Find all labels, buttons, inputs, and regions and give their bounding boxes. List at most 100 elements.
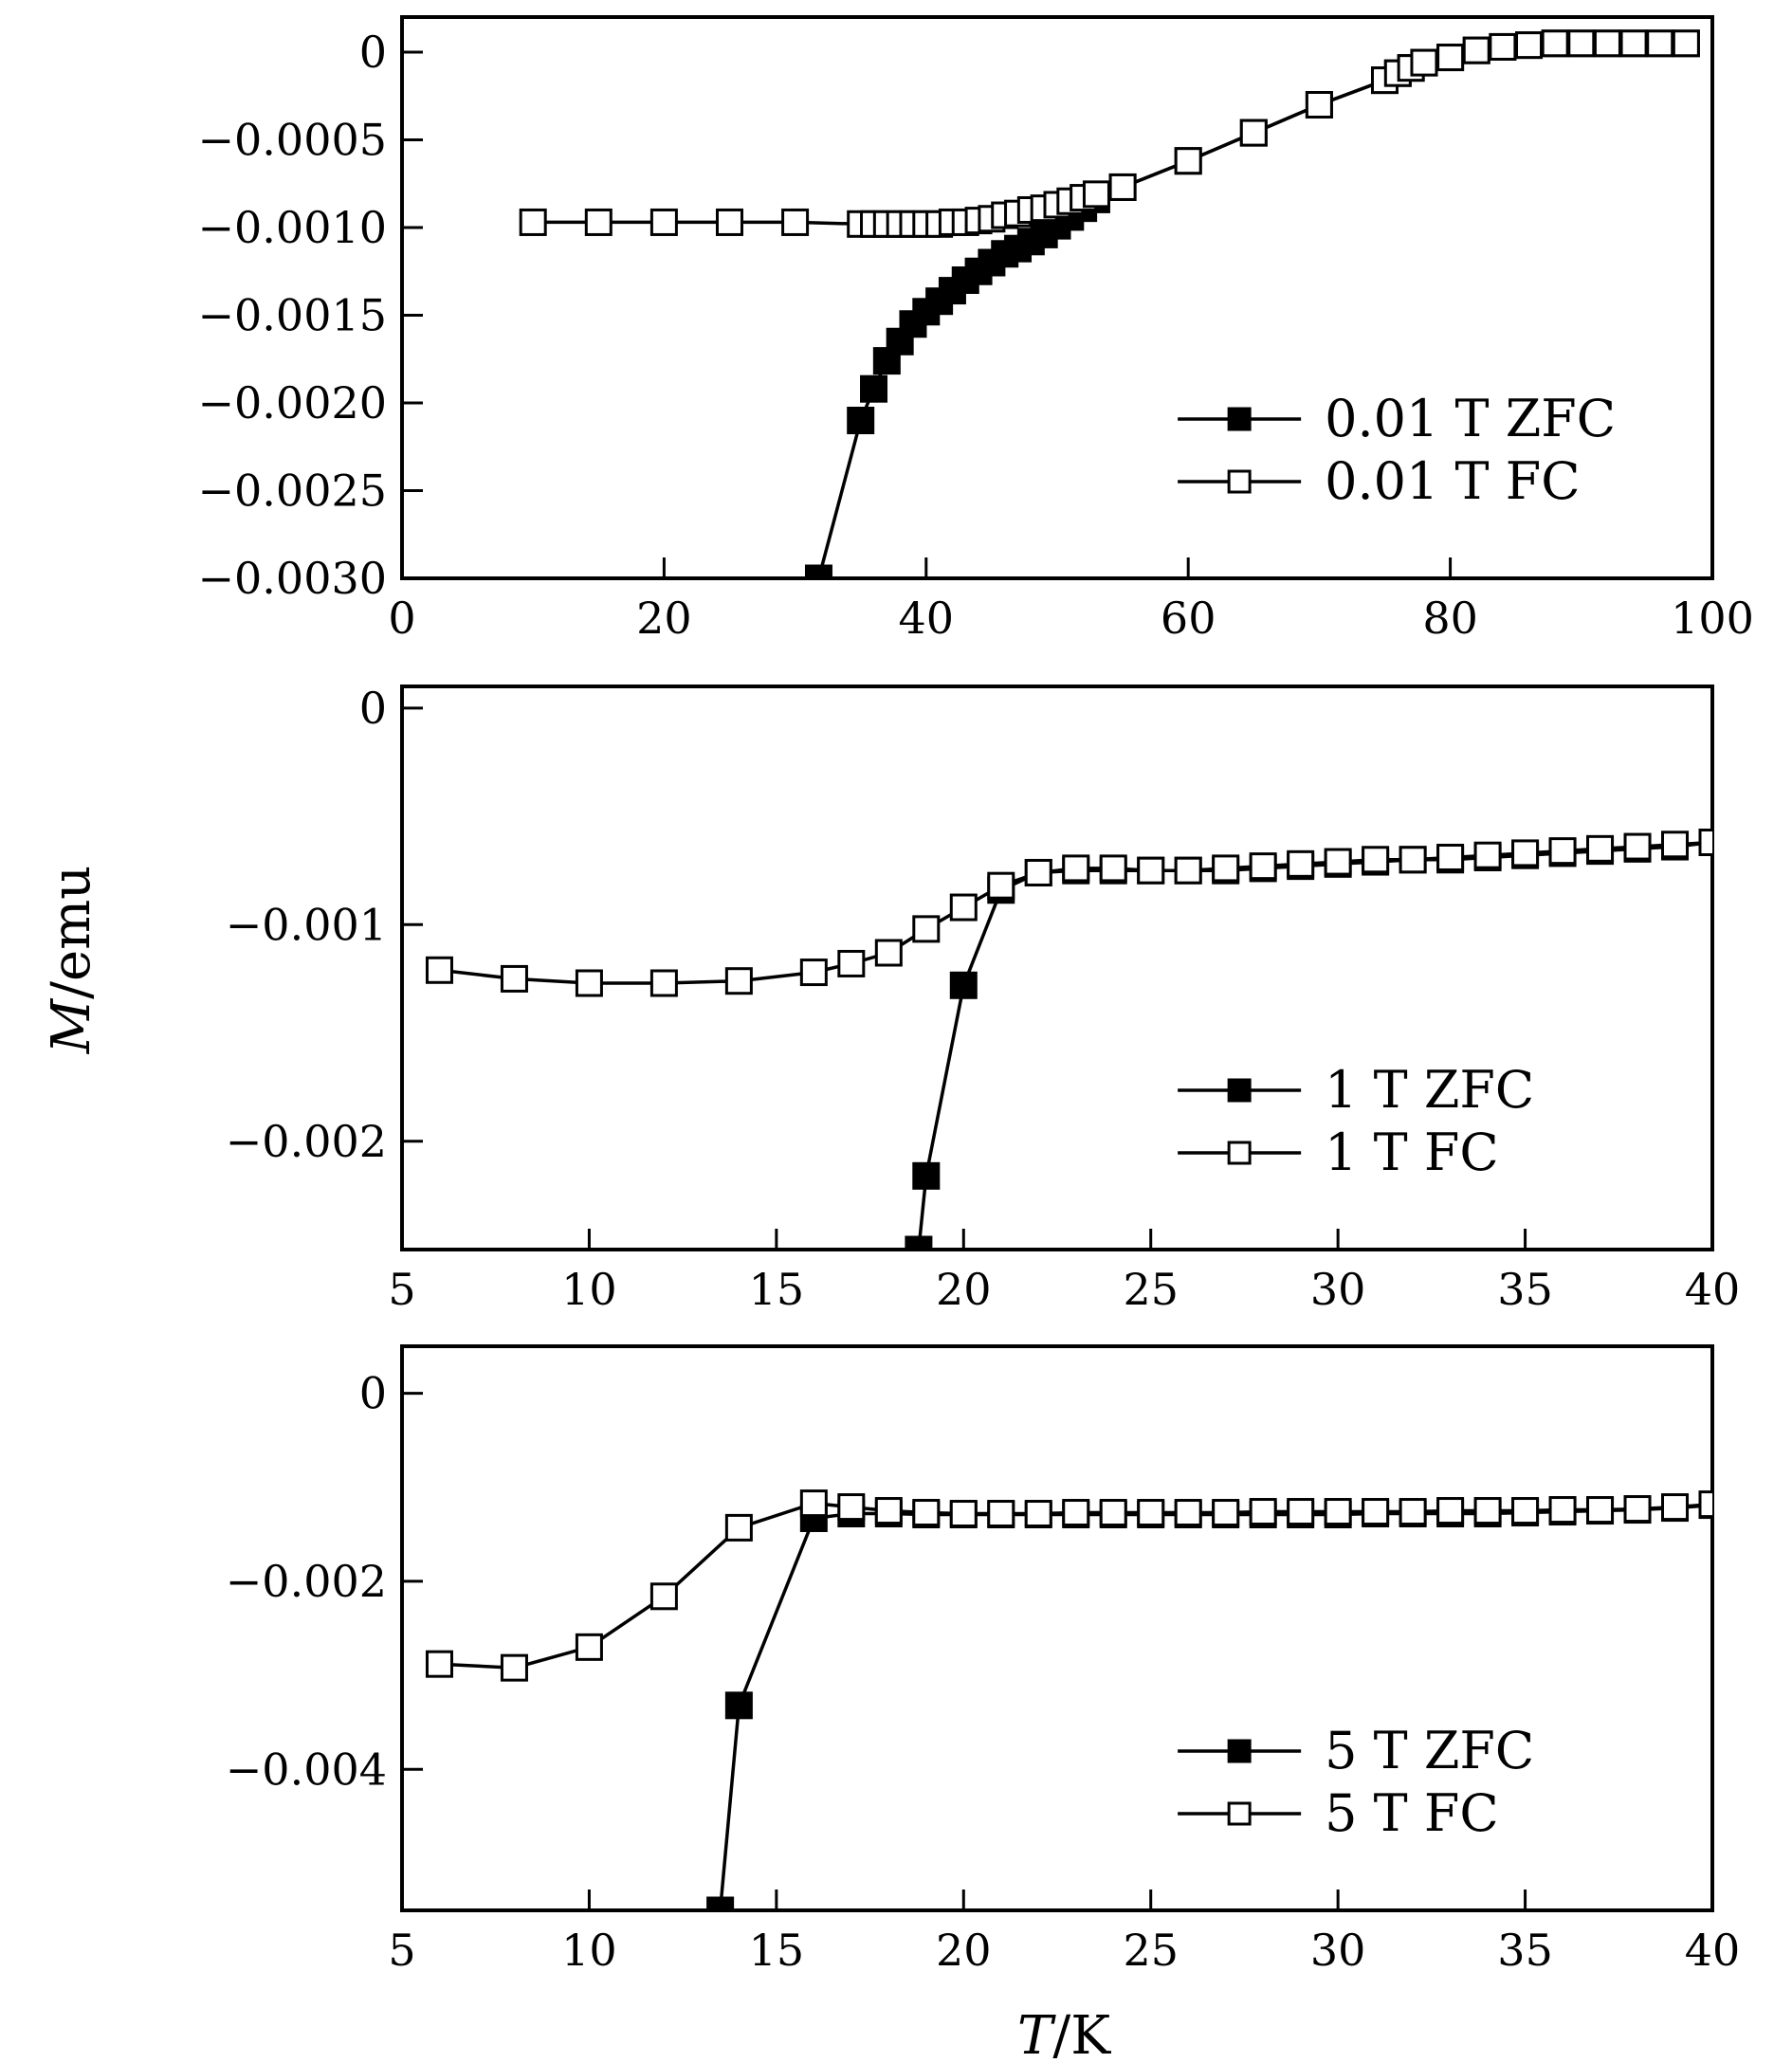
y-tick-label: −0.001 [226, 899, 387, 950]
data-point-fc [1174, 1499, 1202, 1527]
data-point-fc [1108, 173, 1137, 201]
data-point-zfc [905, 1235, 933, 1250]
data-point-fc [724, 967, 753, 995]
legend-marker [1227, 469, 1252, 494]
data-point-fc [1619, 29, 1648, 58]
data-point-fc [649, 208, 678, 236]
y-tick-label: −0.0005 [198, 115, 388, 166]
x-tick-label: 0 [388, 593, 415, 644]
plot-frame [400, 1344, 1714, 1912]
x-tick-label: 20 [636, 593, 692, 644]
series-line-zfc [917, 840, 1712, 1250]
data-point-fc [1024, 858, 1052, 886]
legend-label: 1 T ZFC [1325, 1060, 1534, 1120]
data-point-fc [425, 956, 453, 984]
data-layer [425, 828, 1712, 1250]
data-point-fc [987, 871, 1015, 900]
data-point-fc [1174, 147, 1202, 175]
data-point-zfc [949, 971, 978, 999]
legend-marker [1227, 1739, 1252, 1763]
data-point-fc [837, 1493, 866, 1522]
data-point-fc [1548, 837, 1577, 866]
data-point-fc [1511, 1497, 1540, 1525]
data-point-fc [1623, 832, 1652, 861]
data-point-fc [912, 915, 941, 943]
data-point-fc [1436, 843, 1465, 871]
data-point-fc [1473, 1497, 1502, 1525]
data-point-fc [1324, 848, 1352, 876]
x-tick-label: 5 [388, 1925, 415, 1976]
x-tick-label: 25 [1123, 1925, 1179, 1976]
y-axis-title: M/emu [41, 866, 102, 1055]
data-point-fc [1661, 831, 1690, 859]
data-point-fc [500, 964, 528, 993]
x-tick-label: 30 [1310, 1264, 1366, 1315]
data-point-fc [1082, 180, 1110, 209]
x-tick-label: 80 [1422, 593, 1478, 644]
legend-label: 1 T FC [1325, 1123, 1499, 1182]
y-tick-label: −0.002 [226, 1116, 387, 1167]
x-tick-label: 60 [1161, 593, 1216, 644]
data-point-fc [799, 1489, 828, 1518]
data-point-fc [1548, 1496, 1577, 1524]
data-point-fc [1287, 849, 1315, 878]
data-point-fc [1239, 119, 1268, 147]
data-point-zfc [804, 564, 832, 578]
data-layer [519, 29, 1700, 578]
x-tick-label: 35 [1497, 1925, 1553, 1976]
x-tick-label: 40 [1685, 1925, 1741, 1976]
x-tick-label: 20 [936, 1925, 992, 1976]
data-point-fc [1541, 29, 1569, 58]
x-tick-label: 25 [1123, 1264, 1179, 1315]
data-point-fc [1399, 1498, 1427, 1526]
data-point-fc [575, 969, 603, 997]
data-point-fc [874, 939, 903, 967]
data-point-fc [912, 1499, 941, 1527]
data-point-fc [716, 208, 743, 236]
data-point-fc [649, 969, 678, 997]
data-point-fc [575, 1633, 603, 1661]
data-point-zfc [847, 407, 875, 434]
panel-top-0.01T: 0 20 40 60 80 100 0 −0.0005 −0.0010 −0.0015 −0.002… [198, 15, 1754, 644]
data-point-fc [1024, 1500, 1052, 1528]
data-point-fc [1362, 1498, 1390, 1526]
x-tick-label: 30 [1310, 1925, 1366, 1976]
y-tick-label: −0.0025 [198, 466, 388, 517]
data-point-fc [1137, 856, 1165, 885]
data-point-fc [1462, 36, 1490, 64]
data-point-zfc [706, 1896, 735, 1910]
data-point-fc [1410, 48, 1438, 77]
x-tick-label: 10 [561, 1264, 617, 1315]
data-point-fc [781, 208, 810, 236]
legend-label: 0.01 T ZFC [1325, 389, 1616, 448]
y-tick-label: 0 [359, 683, 387, 734]
data-point-fc [1399, 846, 1427, 874]
data-point-zfc [724, 1691, 753, 1720]
data-point-fc [1062, 1499, 1090, 1527]
data-point-fc [1436, 1497, 1465, 1525]
y-tick-label: 0 [359, 1368, 387, 1419]
data-point-fc [1661, 1493, 1690, 1522]
data-point-fc [425, 1650, 453, 1678]
data-point-fc [1212, 854, 1240, 883]
x-tick-label: 15 [749, 1264, 805, 1315]
y-tick-label: 0 [359, 27, 387, 78]
data-point-zfc [912, 1161, 941, 1190]
data-point-fc [1362, 846, 1390, 874]
data-point-fc [1212, 1499, 1240, 1527]
data-point-fc [1137, 1499, 1165, 1527]
data-point-fc [1473, 841, 1502, 869]
data-point-fc [1511, 839, 1540, 867]
plot-frame [400, 685, 1714, 1251]
legend-marker [1227, 407, 1252, 431]
data-point-fc [1249, 1498, 1277, 1526]
data-point-fc [724, 1513, 753, 1542]
data-point-fc [1305, 91, 1333, 119]
data-point-fc [519, 208, 547, 236]
plot-frame [400, 15, 1714, 580]
x-tick-label: 100 [1671, 593, 1754, 644]
data-point-fc [1586, 1496, 1615, 1524]
